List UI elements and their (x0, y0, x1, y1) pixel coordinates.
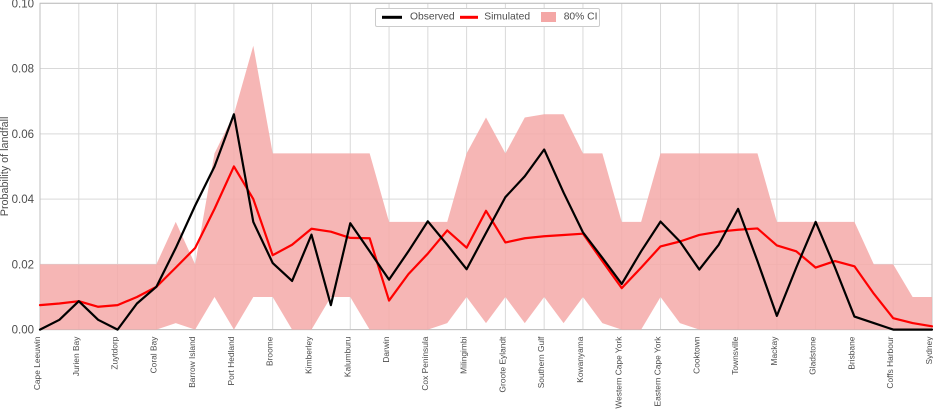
svg-text:Barrow Island: Barrow Island (187, 336, 197, 388)
svg-text:Townsville: Townsville (730, 336, 740, 375)
svg-text:0.00: 0.00 (12, 325, 34, 337)
svg-text:0.06: 0.06 (12, 129, 34, 141)
svg-text:Cape Leeuwin: Cape Leeuwin (32, 336, 42, 390)
svg-text:0.02: 0.02 (12, 259, 34, 271)
svg-text:Coffs Harbour: Coffs Harbour (885, 336, 895, 388)
svg-text:Mackay: Mackay (769, 336, 779, 366)
svg-text:Jurien Bay: Jurien Bay (71, 336, 81, 376)
svg-text:0.10: 0.10 (12, 0, 34, 10)
svg-text:Cooktown: Cooktown (691, 336, 701, 374)
svg-text:Milingimbi: Milingimbi (459, 336, 469, 373)
svg-text:Port Hedland: Port Hedland (226, 336, 236, 385)
svg-text:0.04: 0.04 (12, 194, 35, 206)
svg-text:Eastern Cape York: Eastern Cape York (653, 336, 663, 407)
svg-text:Brisbane: Brisbane (846, 336, 856, 369)
svg-text:Gladstone: Gladstone (808, 336, 818, 375)
svg-text:Groote Eylandt: Groote Eylandt (497, 336, 507, 393)
svg-text:Kimberley: Kimberley (303, 336, 313, 374)
svg-text:Broome: Broome (265, 336, 275, 366)
svg-text:Zuytdorp: Zuytdorp (110, 336, 120, 369)
svg-text:Sydney: Sydney (924, 336, 933, 365)
svg-text:Cox Peninsula: Cox Peninsula (420, 336, 430, 390)
svg-text:Kowanyama: Kowanyama (575, 336, 585, 382)
svg-text:Western Cape York: Western Cape York (614, 336, 624, 409)
svg-text:Coral Bay: Coral Bay (148, 336, 158, 374)
svg-text:Southern Gulf: Southern Gulf (536, 336, 546, 388)
svg-text:Probability of landfall: Probability of landfall (0, 117, 11, 217)
svg-text:Kalumburu: Kalumburu (342, 336, 352, 377)
svg-text:0.08: 0.08 (12, 64, 34, 76)
svg-text:Darwin: Darwin (381, 336, 391, 362)
